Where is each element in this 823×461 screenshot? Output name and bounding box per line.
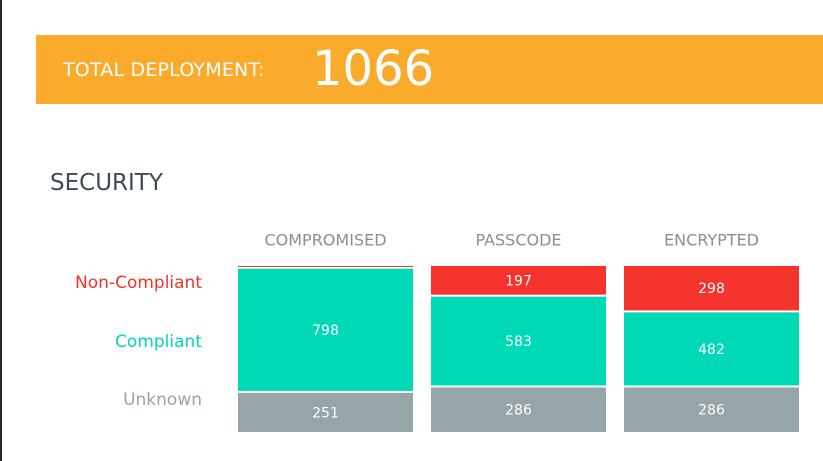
bar-segment (431, 266, 606, 295)
banner-label: TOTAL DEPLOYMENT: (63, 59, 265, 81)
column-header: ENCRYPTED (664, 231, 759, 250)
data-label: 251 (312, 405, 339, 421)
data-label: 482 (698, 342, 725, 358)
column-header: COMPROMISED (264, 231, 386, 250)
data-label: 298 (698, 281, 725, 297)
bar-segment (431, 296, 606, 386)
bar-segment (238, 268, 413, 391)
total-banner: TOTAL DEPLOYMENT: 1066 (36, 35, 823, 104)
data-label: 286 (505, 403, 532, 419)
data-label: 197 (505, 273, 532, 289)
bar-segment (238, 392, 413, 432)
data-label: 286 (698, 403, 725, 419)
bar-segment (624, 266, 799, 311)
column-header: PASSCODE (475, 231, 561, 250)
section-title: SECURITY (50, 170, 163, 196)
window-edge (0, 0, 2, 461)
data-label: 583 (505, 334, 532, 350)
bar-segment (238, 266, 413, 267)
bar-segment (624, 312, 799, 386)
row-label: Compliant (115, 332, 202, 352)
banner-value: 1066 (312, 41, 435, 97)
bar-segment (624, 387, 799, 432)
row-label: Unknown (123, 390, 202, 410)
bar-segment (431, 387, 606, 432)
data-label: 798 (312, 323, 339, 339)
row-label: Non-Compliant (75, 273, 202, 293)
